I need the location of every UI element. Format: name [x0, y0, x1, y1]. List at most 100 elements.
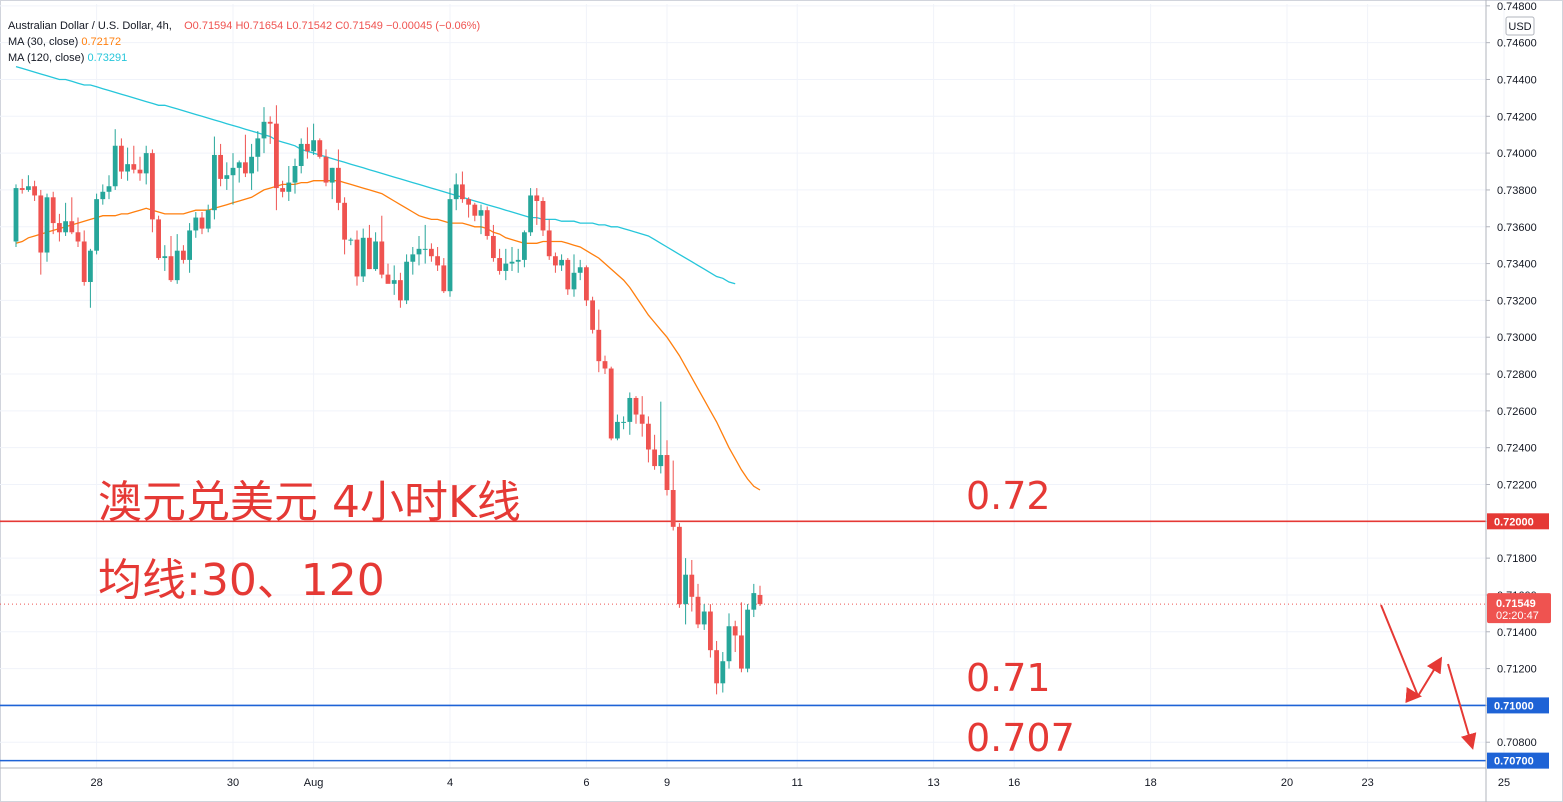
- x-tick-label: Aug: [304, 777, 324, 789]
- candle-body: [385, 274, 391, 284]
- candle: [708, 604, 713, 658]
- y-tick-label: 0.73200: [1497, 295, 1537, 307]
- currency-box: [1505, 16, 1535, 36]
- candle: [497, 248, 502, 275]
- candle: [168, 235, 174, 282]
- candle: [757, 585, 763, 606]
- candle-body: [150, 153, 155, 220]
- candle-body: [94, 199, 99, 251]
- candle: [205, 204, 211, 233]
- candle: [38, 189, 44, 275]
- candle-body: [404, 261, 409, 301]
- candle-body: [181, 250, 186, 260]
- candle-body: [199, 217, 205, 229]
- candle-body: [367, 237, 372, 270]
- candle-body: [422, 248, 428, 250]
- ma120-line: [15, 65, 736, 285]
- candle-body: [689, 574, 695, 597]
- candle-body: [274, 123, 279, 189]
- candle-body: [708, 611, 713, 651]
- candle-body: [460, 184, 465, 200]
- candle-body: [515, 259, 521, 262]
- candle-body: [565, 259, 571, 290]
- y-tick-label: 0.73000: [1497, 332, 1537, 344]
- candle: [565, 258, 571, 295]
- currency-label: USD: [1508, 21, 1531, 33]
- candle: [472, 202, 478, 222]
- candle-body: [88, 250, 93, 282]
- ma30-line: [15, 180, 761, 491]
- x-tick-label: 16: [1008, 777, 1020, 789]
- candle-body: [75, 232, 81, 242]
- candle-body: [348, 239, 354, 241]
- candle: [522, 230, 527, 268]
- projection-arrow-down: [1447, 663, 1477, 750]
- candle: [292, 158, 298, 194]
- candle: [317, 138, 323, 159]
- candle-body: [571, 272, 577, 290]
- x-tick-label: 9: [664, 777, 670, 789]
- candle: [509, 247, 515, 271]
- candle-body: [311, 140, 316, 152]
- candle: [633, 396, 639, 424]
- candle-body: [745, 609, 750, 669]
- candle: [503, 248, 509, 281]
- candle-body: [441, 265, 447, 292]
- candle: [224, 162, 230, 190]
- x-tick-label: 20: [1281, 777, 1293, 789]
- x-tick-label: 23: [1361, 777, 1373, 789]
- candle: [553, 252, 558, 273]
- x-tick-label: 25: [1498, 777, 1510, 789]
- candle-body: [267, 121, 273, 124]
- candle: [608, 366, 614, 441]
- candle-body: [69, 221, 75, 233]
- candle-body: [621, 421, 626, 423]
- candle-body: [317, 140, 323, 157]
- candle-body: [410, 254, 416, 262]
- candle: [683, 558, 688, 625]
- candle-body: [391, 280, 397, 284]
- candle-body: [503, 263, 509, 271]
- candle-body: [528, 195, 533, 233]
- candle-body: [13, 188, 19, 242]
- candle-body: [174, 250, 180, 281]
- candle-body: [714, 650, 719, 684]
- candle: [385, 263, 391, 284]
- candle: [441, 258, 447, 294]
- chart-annotation-title: 澳元兑美元 4小时K线: [98, 477, 521, 528]
- candle-body: [26, 186, 31, 190]
- candle-body: [224, 175, 230, 179]
- candle-body: [298, 143, 304, 167]
- candle: [429, 243, 434, 262]
- candle: [546, 219, 552, 260]
- candle: [156, 215, 161, 260]
- y-tick-label: 0.74000: [1497, 148, 1537, 160]
- legend-ma120-row: MA (120, close) 0.73291: [8, 50, 480, 66]
- candle-body: [646, 423, 651, 450]
- candle: [218, 143, 223, 187]
- x-tick-label: 6: [583, 777, 589, 789]
- candle-body: [559, 259, 564, 266]
- candle: [726, 613, 732, 669]
- candle-body: [212, 154, 217, 211]
- legend-open: O0.71594: [184, 20, 233, 32]
- candle: [348, 237, 354, 246]
- candle-body: [280, 188, 285, 192]
- candle-body: [639, 414, 645, 424]
- candle: [274, 105, 279, 211]
- candle: [119, 138, 124, 179]
- candle-body: [683, 574, 688, 605]
- candle-body: [329, 167, 335, 183]
- candle: [174, 234, 180, 284]
- candle-body: [447, 199, 453, 292]
- candle-body: [106, 186, 112, 192]
- candle: [81, 230, 87, 286]
- y-tick-label: 0.71200: [1497, 664, 1537, 676]
- level-tag-label: 0.72000: [1494, 516, 1534, 528]
- candle: [484, 206, 490, 240]
- chart-annotation-ma: 均线:30、120: [98, 555, 385, 606]
- candle: [261, 107, 267, 154]
- chart-legend: Australian Dollar / U.S. Dollar, 4h, O0.…: [8, 18, 480, 66]
